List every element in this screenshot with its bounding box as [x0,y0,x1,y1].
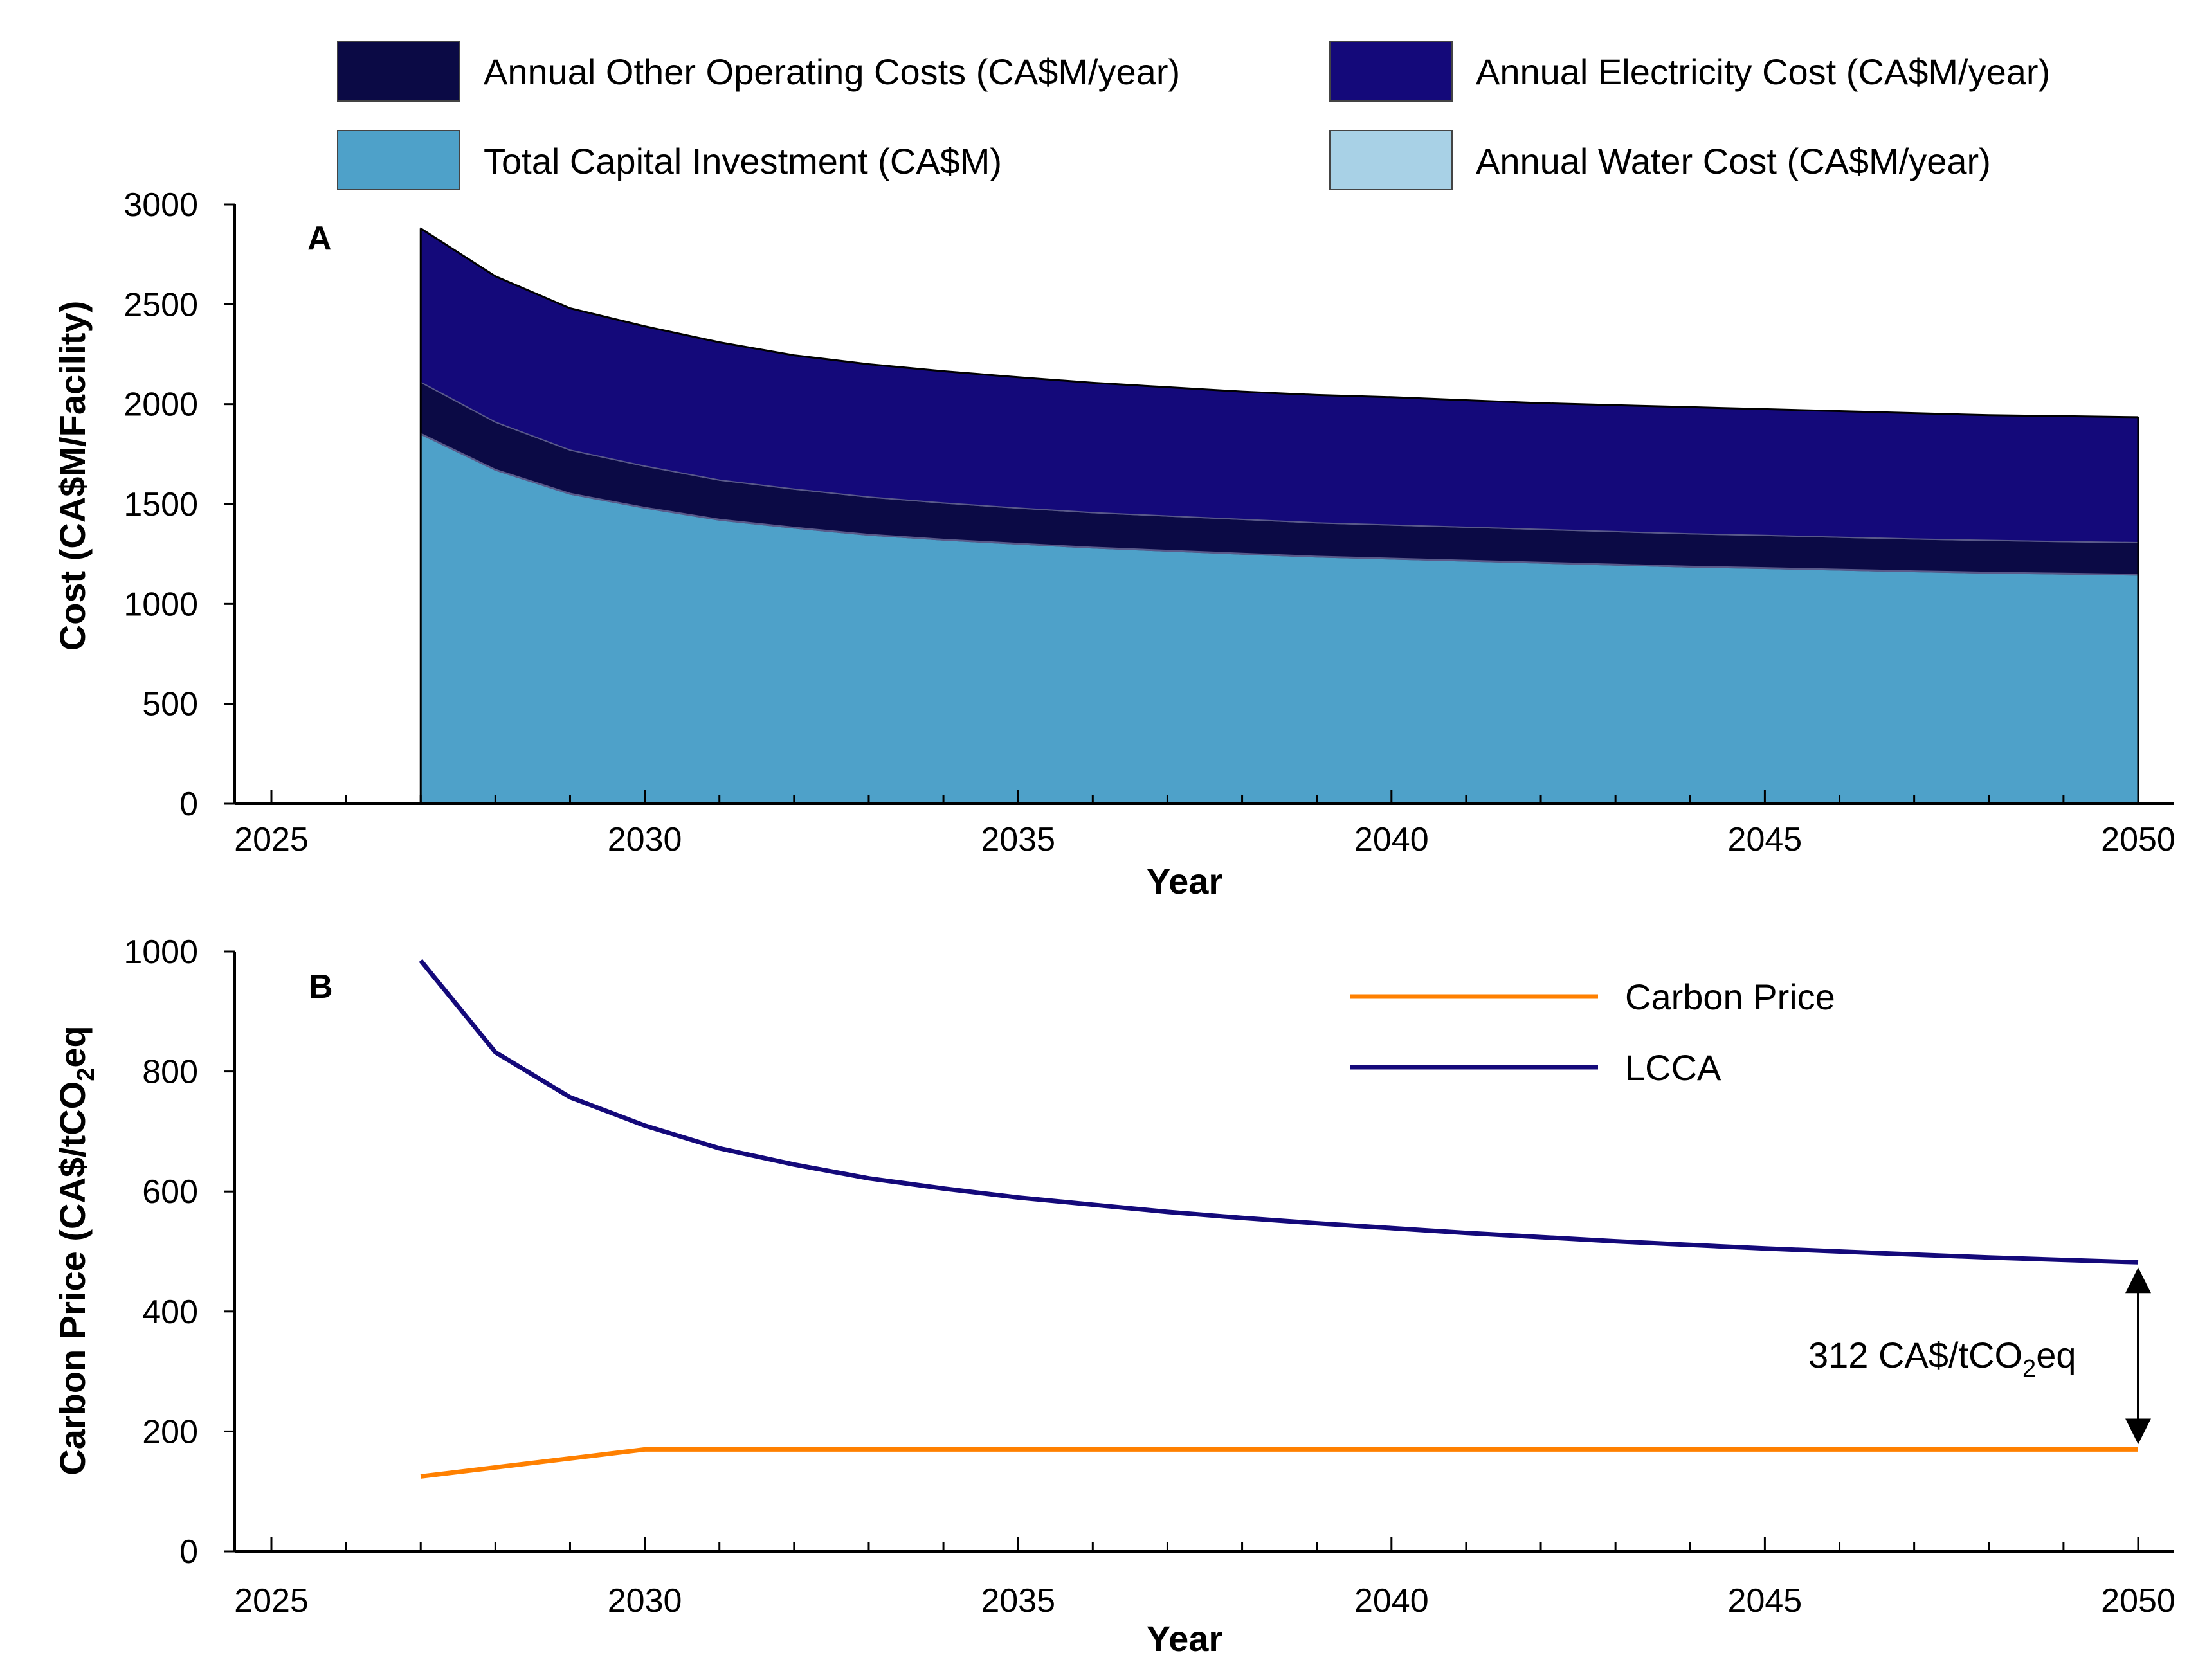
panel-b-gap-label-sub: 2 [2022,1355,2036,1382]
panel-b-lines [419,959,2139,1479]
legend-label-water: Annual Water Cost (CA$M/year) [1476,141,1991,181]
panel-b-x-title: Year [1147,1618,1222,1659]
panel-b-y-title-prefix: Carbon Price (CA$/tCO [52,1081,93,1476]
panel-b-x-tick-label-2045: 2045 [1728,1582,1803,1620]
panel-a-x-tick-label-2030: 2030 [608,821,682,858]
panel-b-axes [233,952,2174,1553]
legend-b-label-carbon-price: Carbon Price [1625,977,1835,1017]
legend-b: Carbon Price LCCA [1350,977,1835,1088]
panel-a-x-tick-label-2025: 2025 [234,821,309,858]
panel-b-x-tick-label-2025: 2025 [234,1582,309,1620]
panel-a-y-tick-label-0: 0 [179,786,198,823]
panel-b-y-title-suffix: eq [52,1025,93,1067]
panel-b-y-tick-label-0: 0 [179,1533,198,1571]
panel-b-x-tick-label-2040: 2040 [1354,1582,1429,1620]
legend-swatch-electricity [1329,41,1453,102]
panel-b-gap-label-suffix: eq [2036,1335,2076,1375]
panel-b: 2025 2030 2035 2040 2045 2050 0 200 400 600 800 10… [52,934,2175,1659]
panel-a-x-title: Year [1147,861,1222,901]
panel-a-letter: A [307,220,332,257]
legend-swatch-water [1329,130,1453,190]
panel-b-gap-label: 312 CA$/tCO2eq [1808,1335,2076,1382]
panel-b-gap-label-prefix: 312 CA$/tCO [1808,1335,2022,1375]
line-carbon-price [420,1447,2138,1479]
legend-a: Annual Other Operating Costs (CA$M/year)… [337,41,2050,190]
panel-b-y-tick-label-200: 200 [142,1413,198,1450]
panel-b-x-tick-label-2035: 2035 [981,1582,1055,1620]
area-top-outline [420,228,2139,419]
panel-a-y-tick-label-500: 500 [142,686,198,723]
panel-a-x-ticks: 2025 2030 2035 2040 2045 2050 [234,790,2175,858]
legend-label-capital: Total Capital Investment (CA$M) [484,141,1002,181]
panel-a-y-tick-label-1000: 1000 [123,586,198,623]
panel-a-x-tick-label-2035: 2035 [981,821,1055,858]
panel-a-x-tick-label-2040: 2040 [1354,821,1429,858]
panel-a-x-tick-label-2045: 2045 [1728,821,1803,858]
panel-a-x-tick-label-2050: 2050 [2101,821,2175,858]
panel-a-y-tick-label-2000: 2000 [123,386,198,424]
panel-b-x-tick-label-2050: 2050 [2101,1582,2175,1620]
panel-b-y-ticks: 0 200 400 600 800 1000 [123,934,235,1571]
panel-b-y-title: Carbon Price (CA$/tCO2eq [52,1025,100,1476]
panel-b-x-ticks: 2025 2030 2035 2040 2045 2050 [234,1537,2175,1620]
legend-label-other-operating: Annual Other Operating Costs (CA$M/year) [484,51,1180,92]
panel-b-y-tick-label-1000: 1000 [123,934,198,971]
panel-a-y-tick-label-3000: 3000 [123,186,198,224]
legend-b-label-lcca: LCCA [1625,1047,1721,1088]
panel-b-x-tick-label-2030: 2030 [608,1582,682,1620]
panel-a-y-ticks: 0 500 1000 1500 2000 2500 3000 [123,186,235,823]
panel-a-areas [419,227,2139,804]
panel-a-y-title: Cost (CA$M/Facility) [52,301,93,651]
panel-b-y-tick-label-400: 400 [142,1294,198,1331]
legend-swatch-capital [337,130,460,190]
line-lcca [419,959,2139,1265]
panel-b-y-tick-label-800: 800 [142,1054,198,1091]
legend-swatch-other-operating [337,41,460,102]
panel-a-y-tick-label-1500: 1500 [123,486,198,523]
panel-b-y-tick-label-600: 600 [142,1173,198,1211]
legend-label-electricity: Annual Electricity Cost (CA$M/year) [1476,51,2050,92]
panel-a-y-tick-label-2500: 2500 [123,286,198,323]
panel-b-letter: B [309,968,333,1006]
panel-b-y-title-sub: 2 [73,1068,100,1081]
panel-a: 2025 2030 2035 2040 2045 2050 0 500 1000 1500 200… [52,186,2175,901]
